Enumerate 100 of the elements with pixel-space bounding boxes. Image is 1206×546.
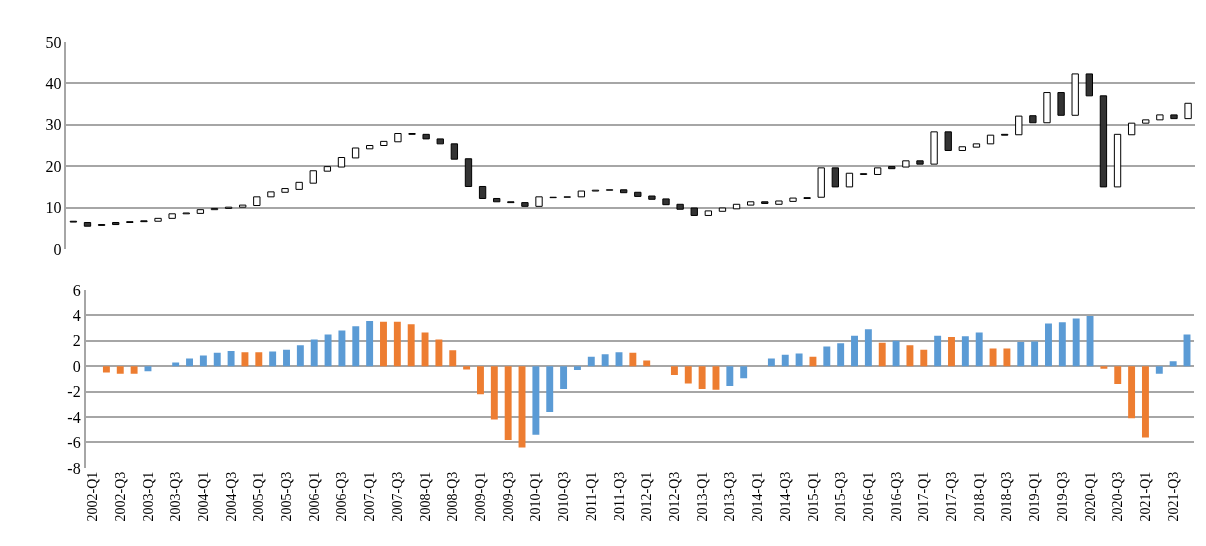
- y-tick-label: 20: [45, 157, 62, 175]
- bar: [878, 342, 886, 367]
- candlestick: [140, 220, 148, 223]
- bar: [102, 366, 110, 373]
- bar: [338, 330, 346, 367]
- bar: [726, 366, 734, 386]
- bar: [255, 352, 263, 367]
- x-tick-label: 2009-Q3: [500, 471, 516, 522]
- candlestick: [366, 145, 374, 150]
- candlestick: [1029, 115, 1037, 124]
- bar: [1114, 366, 1122, 385]
- x-tick-label: 2009-Q1: [473, 471, 489, 522]
- candlestick: [380, 140, 388, 147]
- bar: [546, 366, 554, 412]
- bar: [1031, 341, 1039, 367]
- candlestick: [154, 217, 162, 222]
- x-tick-label: 2005-Q3: [279, 471, 295, 522]
- bar: [989, 348, 997, 367]
- bar: [380, 321, 387, 367]
- bar: [504, 366, 512, 440]
- candlestick: [507, 201, 515, 204]
- bar: [421, 332, 429, 367]
- x-tick-label: 2013-Q3: [722, 471, 738, 522]
- y-tick-label: -8: [67, 459, 81, 477]
- x-tick-label: 2017-Q1: [916, 471, 932, 522]
- bar: [1155, 366, 1163, 374]
- bar: [199, 355, 207, 367]
- candlestick: [337, 157, 346, 168]
- bar: [781, 354, 789, 367]
- x-tick-label: 2002-Q3: [112, 471, 128, 522]
- candlestick: [986, 134, 995, 145]
- bar: [740, 366, 748, 379]
- x-tick-label: 2017-Q3: [944, 471, 960, 522]
- candlestick: [239, 204, 247, 208]
- bar: [213, 352, 221, 367]
- bar: [241, 352, 249, 367]
- bar: [1017, 342, 1025, 367]
- candlestick: [224, 206, 233, 209]
- candlestick: [648, 195, 656, 200]
- candlestick: [1085, 73, 1093, 97]
- bar: [435, 339, 443, 367]
- y-tick-label: -6: [67, 434, 81, 452]
- y-tick-label: 0: [53, 240, 62, 258]
- candlestick: [690, 207, 698, 216]
- y-tick-label: 4: [72, 306, 81, 324]
- bar: [283, 349, 290, 367]
- candlestick: [1184, 102, 1192, 120]
- candlestick: [478, 185, 487, 199]
- candlestick: [1071, 73, 1079, 116]
- y-tick-label: 40: [45, 75, 62, 93]
- x-tick-label: 2011-Q3: [611, 471, 627, 521]
- candlestick: [493, 197, 501, 203]
- bar: [1100, 366, 1108, 369]
- y-tick-label: 6: [72, 281, 81, 299]
- x-tick-label: 2018-Q1: [971, 471, 987, 522]
- bar: [906, 345, 914, 367]
- bar: [352, 326, 360, 367]
- bar: [684, 366, 692, 384]
- x-tick-label: 2014-Q1: [750, 471, 766, 522]
- candlestick: [676, 203, 684, 210]
- candlestick: [902, 160, 910, 168]
- candlestick: [182, 212, 190, 215]
- candlestick: [69, 220, 78, 223]
- candlestick: [351, 147, 360, 159]
- candlestick: [253, 196, 261, 207]
- bar: [698, 366, 706, 390]
- y-tick-label: 30: [45, 116, 62, 134]
- bar: [767, 358, 775, 367]
- bar: [601, 354, 609, 367]
- candlestick: [930, 131, 938, 165]
- candlestick: [1000, 133, 1009, 136]
- y-tick-label: 0: [72, 357, 81, 375]
- bar: [393, 321, 401, 367]
- candlestick: [958, 146, 966, 151]
- x-tick-label: 2011-Q1: [583, 471, 599, 521]
- x-tick-label: 2004-Q3: [223, 471, 239, 522]
- x-tick-label: 2020-Q1: [1082, 471, 1098, 522]
- x-tick-label: 2016-Q3: [888, 471, 904, 522]
- bar: [975, 332, 983, 367]
- candlestick: [1057, 92, 1065, 116]
- bar: [324, 334, 332, 367]
- x-tick-label: 2010-Q3: [556, 471, 572, 522]
- candlestick: [831, 167, 840, 188]
- bar: [587, 356, 595, 367]
- bar: [296, 345, 304, 367]
- candlestick: [281, 188, 289, 193]
- bar: [477, 366, 484, 395]
- bar: [1141, 366, 1149, 438]
- y-tick-label: 10: [45, 199, 62, 217]
- candlestick: [747, 201, 755, 206]
- x-tick-label: 2013-Q1: [694, 471, 710, 522]
- candlestick: [309, 170, 317, 184]
- candlestick: [535, 196, 543, 207]
- candlestick: [168, 213, 176, 219]
- bar: [823, 346, 831, 367]
- bar: [186, 358, 193, 367]
- bar: [809, 356, 817, 367]
- x-tick-label: 2012-Q1: [639, 471, 655, 522]
- x-tick-label: 2012-Q3: [666, 471, 682, 522]
- candlestick: [591, 189, 600, 192]
